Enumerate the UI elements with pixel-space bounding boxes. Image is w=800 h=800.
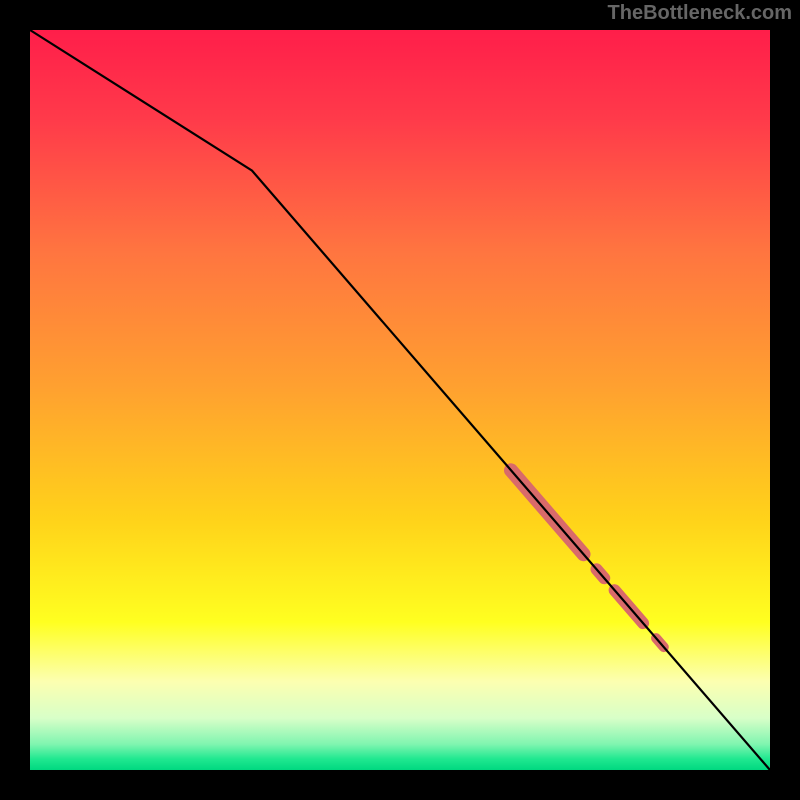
watermark-text: TheBottleneck.com bbox=[608, 2, 792, 25]
plot-background bbox=[30, 30, 770, 770]
chart-container: TheBottleneck.com bbox=[0, 0, 800, 800]
chart-canvas bbox=[0, 0, 800, 800]
